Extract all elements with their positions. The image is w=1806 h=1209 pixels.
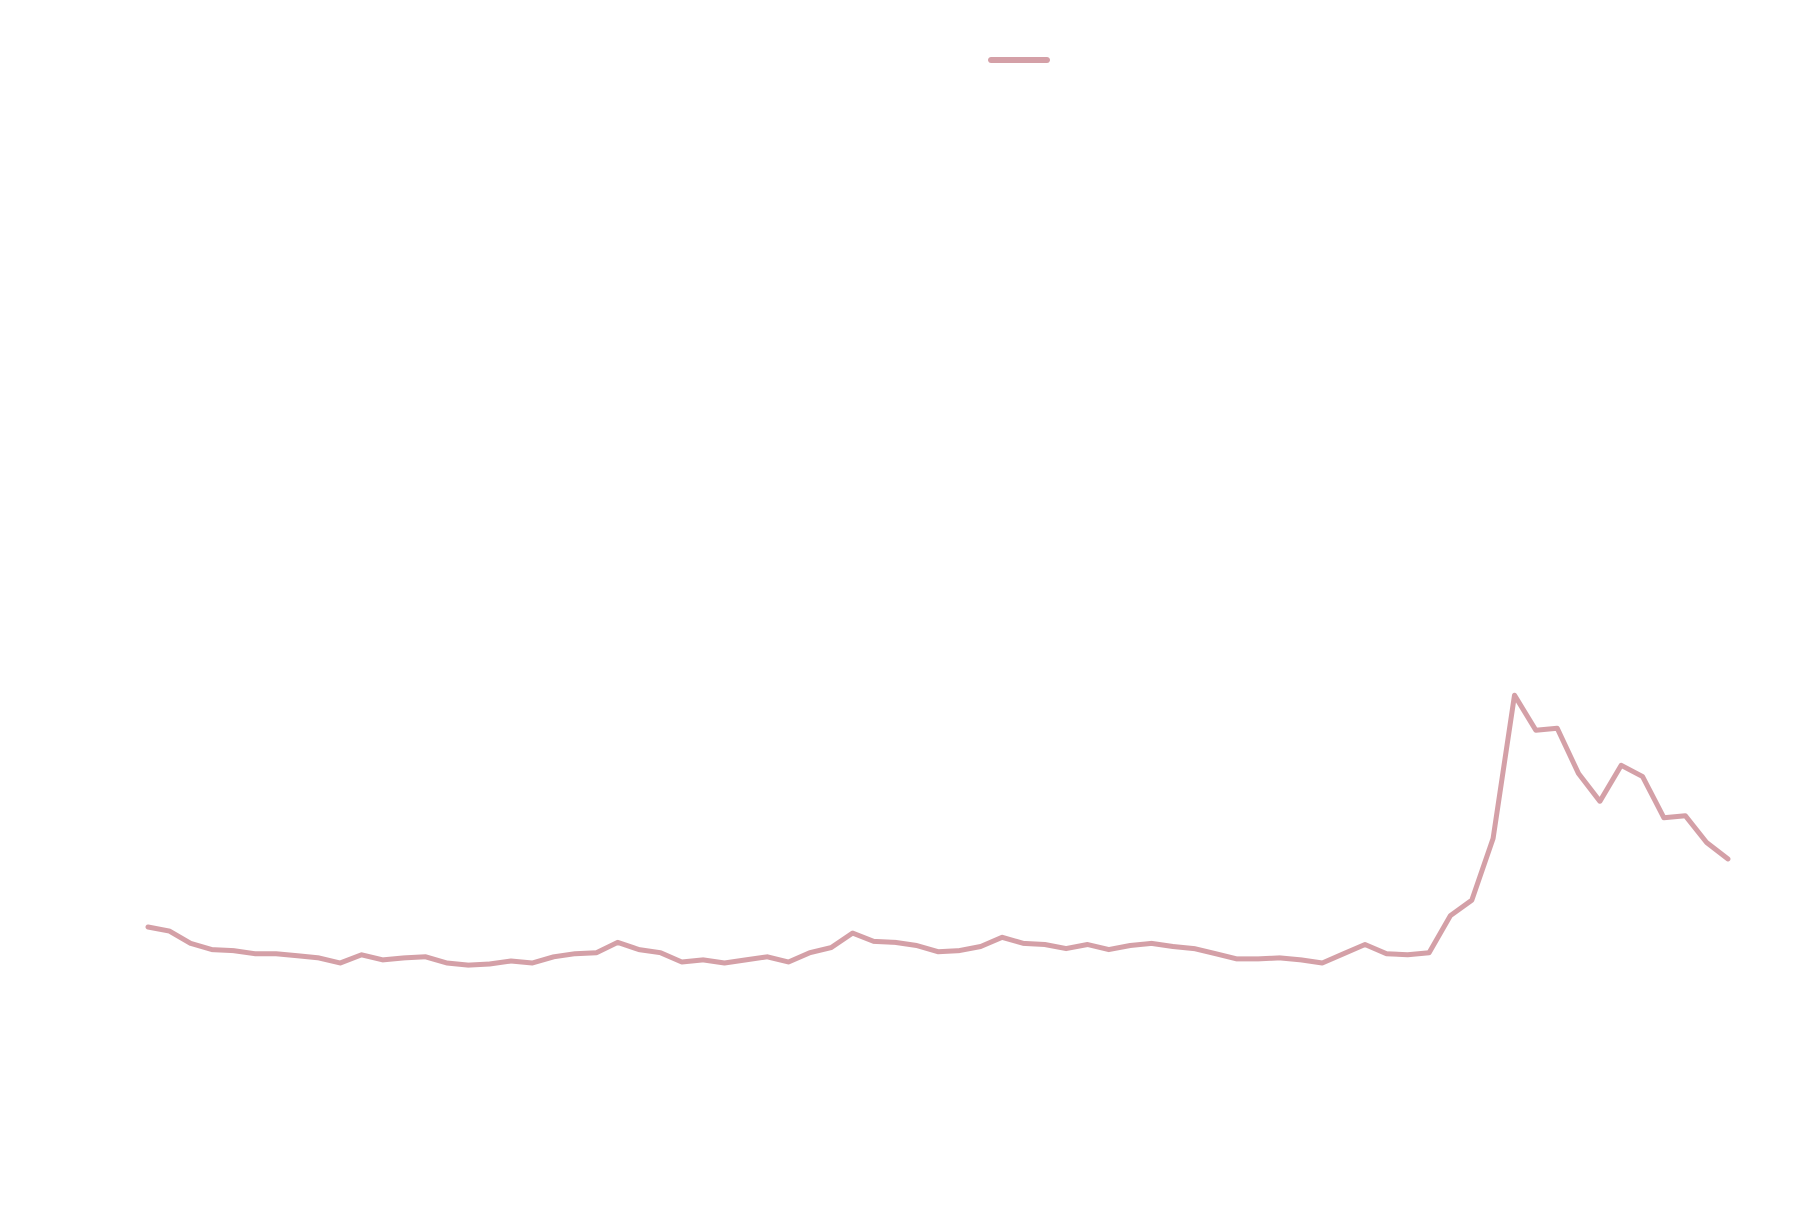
series-line-0 xyxy=(145,692,1731,968)
plot-area xyxy=(145,692,1731,968)
